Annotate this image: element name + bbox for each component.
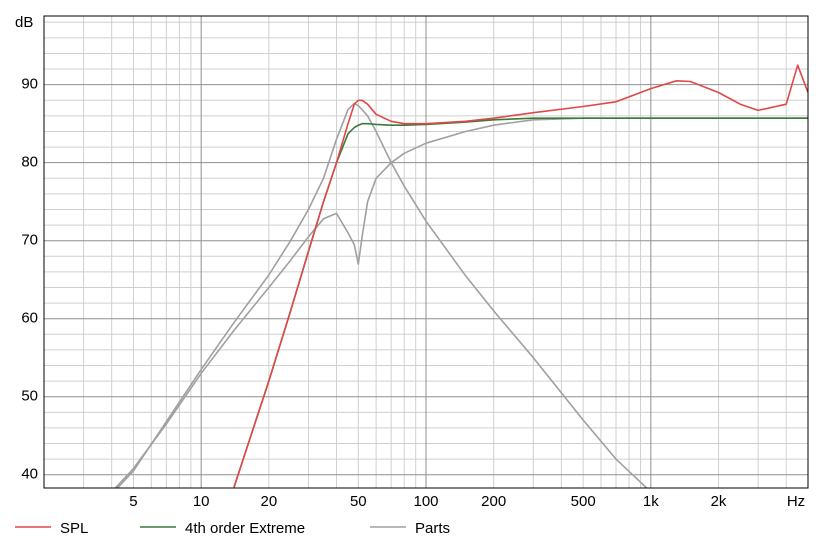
series-line bbox=[233, 64, 808, 488]
y-tick-label: 60 bbox=[21, 310, 38, 327]
x-tick-label: 100 bbox=[413, 493, 438, 510]
plot-area bbox=[44, 16, 808, 488]
x-tick-label: 200 bbox=[481, 493, 506, 510]
x-tick-label: 50 bbox=[350, 493, 367, 510]
y-tick-label: 90 bbox=[21, 76, 38, 93]
legend-label: Parts bbox=[415, 520, 450, 537]
x-tick-label: 1k bbox=[643, 493, 659, 510]
y-tick-label: 40 bbox=[21, 466, 38, 483]
x-tick-label: 20 bbox=[260, 493, 277, 510]
y-tick-label: 70 bbox=[21, 232, 38, 249]
plot-border bbox=[43, 15, 809, 489]
legend-label: SPL bbox=[60, 520, 88, 537]
x-tick-label: 5 bbox=[129, 493, 137, 510]
x-tick-label: 2k bbox=[711, 493, 727, 510]
series-line bbox=[116, 102, 648, 488]
legend-label: 4th order Extreme bbox=[185, 520, 305, 537]
y-tick-label: 50 bbox=[21, 388, 38, 405]
x-tick-label: Hz bbox=[787, 493, 805, 510]
y-axis-label: dB bbox=[15, 14, 33, 31]
y-tick-label: 80 bbox=[21, 154, 38, 171]
x-tick-label: 500 bbox=[571, 493, 596, 510]
x-tick-label: 10 bbox=[193, 493, 210, 510]
